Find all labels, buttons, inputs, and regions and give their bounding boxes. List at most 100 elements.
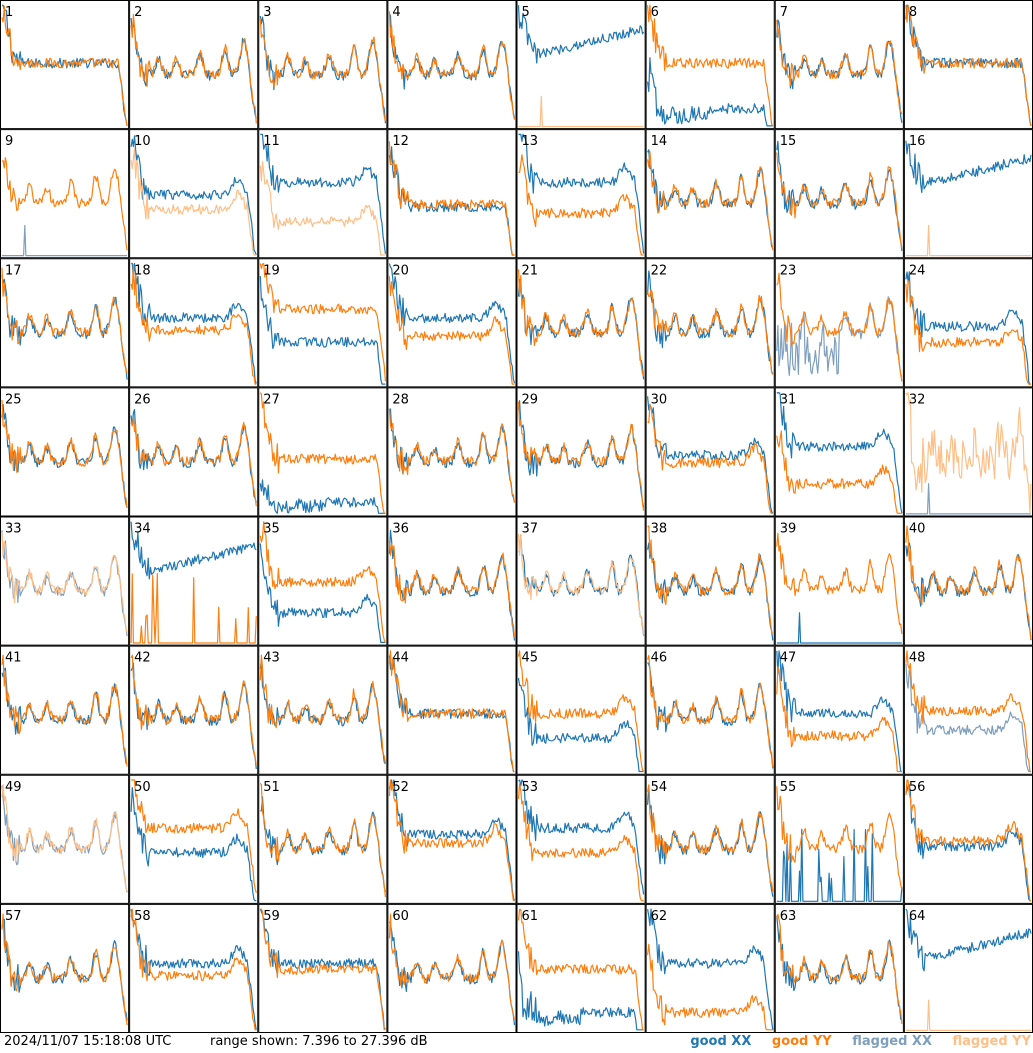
series-xx-good: [776, 392, 903, 514]
series-yy-good: [1, 654, 128, 767]
panel-frame: [903, 387, 1033, 517]
series-xx-flagged: [905, 483, 1031, 515]
panel-28: 28: [387, 387, 517, 517]
series-yy-good: [517, 908, 644, 1031]
panel-frame: [903, 903, 1033, 1033]
panel-frame: [0, 387, 130, 517]
panel-frame: [258, 645, 388, 775]
panel-label: 12: [392, 134, 409, 149]
panel-38: 38: [645, 516, 775, 646]
series-yy-flagged: [905, 224, 1031, 257]
panel-label: 32: [909, 392, 926, 407]
series-xx-good: [517, 951, 644, 1031]
panel-43: 43: [258, 645, 388, 775]
series-yy-good: [130, 573, 257, 644]
series-xx-good: [517, 678, 644, 773]
panel-label: 39: [780, 522, 797, 537]
panel-label: 34: [134, 522, 151, 537]
panel-27: 27: [258, 387, 388, 517]
panel-label: 29: [522, 392, 539, 407]
panel-label: 20: [392, 263, 409, 278]
series-xx-flagged: [776, 296, 903, 377]
series-xx-good: [905, 908, 1032, 972]
panel-label: 55: [780, 780, 797, 795]
series-xx-good: [388, 779, 516, 901]
series-yy-good: [905, 4, 1032, 127]
series-xx-good: [130, 135, 257, 256]
panel-label: 56: [909, 780, 926, 795]
panel-label: 9: [5, 134, 13, 149]
panel-56: 56: [903, 774, 1033, 904]
series-yy-good: [130, 417, 257, 507]
series-yy-good: [647, 289, 774, 375]
series-yy-good: [1, 399, 128, 509]
panel-9: 9: [0, 129, 130, 259]
panel-label: 35: [263, 522, 280, 537]
panel-21: 21: [516, 258, 646, 388]
series-yy-good: [388, 779, 515, 902]
panel-18: 18: [129, 258, 259, 388]
panel-6: 6: [645, 0, 775, 130]
series-yy-good: [776, 666, 902, 773]
panel-frame: [903, 645, 1033, 775]
panel-frame: [645, 645, 775, 775]
panel-label: 16: [909, 134, 926, 149]
series-xx-good: [260, 133, 386, 254]
panel-33: 33: [0, 516, 130, 646]
series-xx-good: [776, 19, 903, 123]
panel-label: 42: [134, 651, 151, 666]
panel-52: 52: [387, 774, 517, 904]
panel-frame: [516, 387, 646, 517]
series-yy-good: [647, 4, 774, 127]
series-xx-good: [518, 779, 645, 895]
series-yy-good: [647, 151, 774, 251]
panel-57: 57: [0, 903, 130, 1033]
panel-1: 1: [0, 0, 130, 130]
panel-label: 46: [651, 651, 668, 666]
panel-46: 46: [645, 645, 775, 775]
panel-frame: [0, 645, 130, 775]
panel-42: 42: [129, 645, 259, 775]
panel-frame: [516, 516, 646, 646]
panel-label: 7: [780, 5, 788, 20]
panel-59: 59: [258, 903, 388, 1033]
series-xx-good: [131, 262, 257, 384]
panel-frame: [129, 387, 259, 517]
panel-label: 27: [263, 392, 280, 407]
series-yy-good: [259, 654, 386, 763]
panel-4: 4: [387, 0, 517, 130]
series-yy-good: [776, 532, 903, 635]
panel-frame: [387, 258, 517, 388]
series-xx-good: [647, 57, 773, 127]
series-yy-good: [517, 401, 645, 511]
panel-frame: [0, 516, 130, 646]
panel-25: 25: [0, 387, 130, 517]
series-yy-good: [388, 650, 515, 773]
panel-label: 61: [522, 909, 539, 924]
panel-label: 5: [522, 5, 530, 20]
series-yy-good: [388, 540, 516, 637]
series-yy-flagged: [130, 148, 257, 256]
panel-frame: [903, 258, 1033, 388]
panel-frame: [258, 387, 388, 517]
series-yy-flagged: [1, 784, 128, 892]
panel-frame: [258, 0, 388, 130]
panel-label: 3: [263, 5, 271, 20]
panel-label: 36: [392, 522, 409, 537]
panel-label: 10: [134, 134, 151, 149]
panel-label: 62: [651, 909, 668, 924]
panel-58: 58: [129, 903, 259, 1033]
series-xx-good: [388, 408, 516, 503]
panel-10: 10: [129, 129, 259, 259]
panel-frame: [0, 258, 130, 388]
panel-24: 24: [903, 258, 1033, 388]
panel-label: 38: [651, 522, 668, 537]
panel-8: 8: [903, 0, 1033, 130]
panel-frame: [903, 516, 1033, 646]
panel-frame: [387, 129, 517, 259]
panel-48: 48: [903, 645, 1033, 775]
panel-36: 36: [387, 516, 517, 646]
series-yy-good: [1, 267, 128, 374]
panel-label: 14: [651, 134, 668, 149]
series-yy-good: [647, 784, 774, 892]
